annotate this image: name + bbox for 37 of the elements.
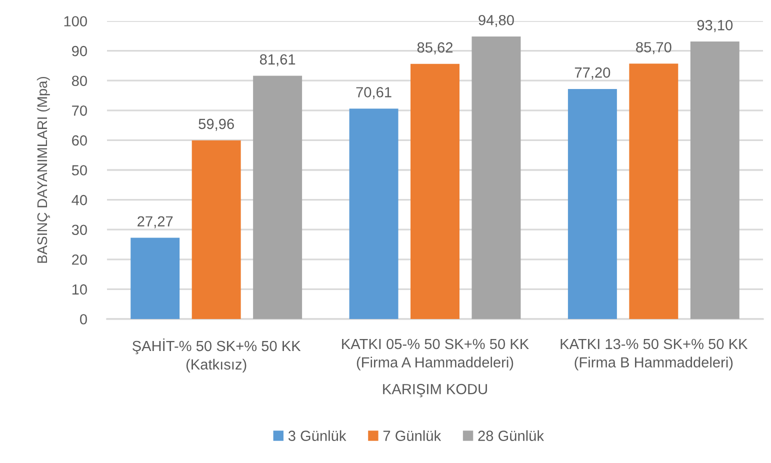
data-label: 85,62 xyxy=(417,42,453,54)
data-label: 77,20 xyxy=(574,67,610,80)
y-tick-label: 80 xyxy=(72,76,87,86)
legend-label: 28 Günlük xyxy=(478,430,544,441)
legend-label: 7 Günlük xyxy=(383,430,442,441)
bar xyxy=(568,88,617,319)
x-tick-label: ŞAHİT-% 50 SK+% 50 KK (Katkısız) xyxy=(132,338,301,372)
data-label: 85,70 xyxy=(636,42,672,54)
bar xyxy=(192,140,241,319)
y-tick-label: 0 xyxy=(80,314,87,324)
bar xyxy=(690,42,740,319)
y-tick-label: 100 xyxy=(64,16,87,26)
data-label: 59,96 xyxy=(198,118,234,131)
bar xyxy=(253,76,302,319)
x-tick-label: KATKI 05-% 50 SK+% 50 KK (Firma A Hammaddeleri) xyxy=(342,338,529,370)
bar xyxy=(472,36,521,319)
y-tick-label: 90 xyxy=(72,46,87,56)
x-axis-title: KARIŞIM KODU xyxy=(383,384,487,398)
legend-label: 3 Günlük xyxy=(288,430,346,441)
data-label: 27,27 xyxy=(138,216,173,228)
bar xyxy=(410,64,460,319)
data-label: 94,80 xyxy=(478,14,514,28)
y-tick-label: 20 xyxy=(72,254,87,265)
data-label: 93,10 xyxy=(697,20,733,32)
y-tick-label: 30 xyxy=(72,224,87,236)
bar xyxy=(629,64,678,319)
y-tick-label: 50 xyxy=(72,165,87,176)
x-tick-label: KATKI 13-% 50 SK+% 50 KK (Firma B Hammaddeleri) xyxy=(560,338,748,370)
bar xyxy=(349,108,398,319)
y-tick-label: 40 xyxy=(72,194,87,206)
y-tick-label: 70 xyxy=(72,106,87,116)
data-label: 81,61 xyxy=(260,54,296,66)
data-label: 70,61 xyxy=(356,87,392,100)
y-tick-label: 10 xyxy=(72,284,87,295)
y-axis-title: BASINÇ DAYANIMLARI (Mpa) xyxy=(36,76,50,263)
bar xyxy=(130,238,180,319)
y-tick-label: 60 xyxy=(72,135,87,146)
